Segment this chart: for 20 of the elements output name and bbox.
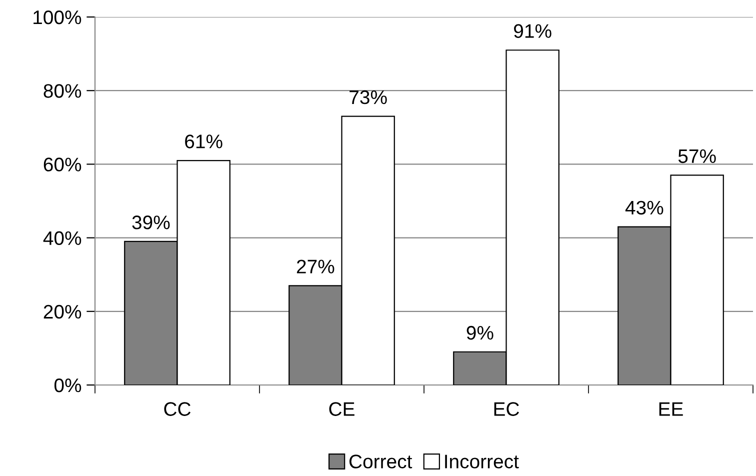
data-label: 9%: [466, 326, 494, 340]
y-tick-label: 80%: [44, 84, 82, 98]
y-tick-label: 60%: [44, 158, 82, 172]
data-label: 73%: [350, 90, 387, 104]
x-tick-label: CE: [329, 402, 354, 416]
data-label: 43%: [625, 200, 664, 215]
x-tick-label: EE: [659, 402, 683, 416]
legend-label: Incorrect: [445, 454, 519, 468]
y-tick-label: 0%: [54, 378, 82, 392]
legend-label: Correct: [349, 454, 412, 468]
data-label: 91%: [514, 24, 552, 38]
y-tick-label: 100%: [34, 10, 82, 24]
y-tick-label: 40%: [43, 231, 82, 246]
x-tick-label: CC: [164, 402, 191, 416]
data-label: 27%: [296, 260, 334, 274]
x-tick-label: EC: [494, 402, 520, 416]
data-label: 39%: [132, 216, 170, 230]
y-tick-label: 20%: [44, 304, 82, 319]
data-label: 57%: [678, 149, 716, 164]
data-label: 61%: [185, 134, 222, 148]
